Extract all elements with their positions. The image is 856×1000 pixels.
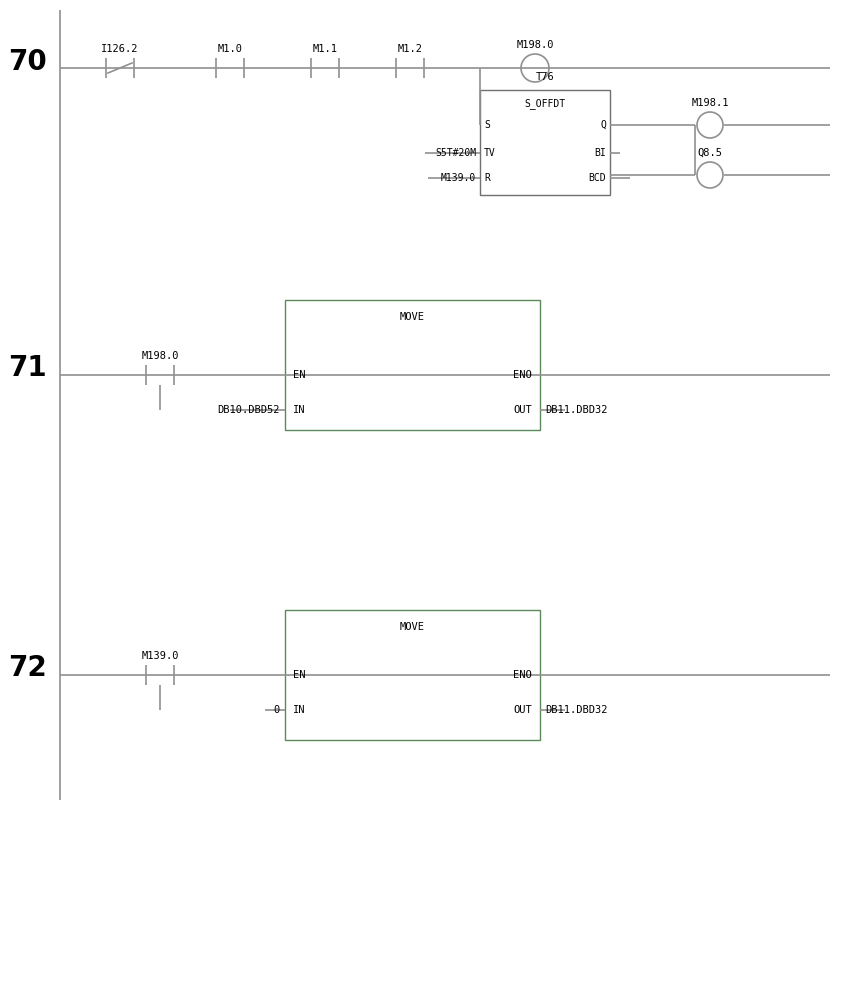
- Text: OUT: OUT: [514, 405, 532, 415]
- Text: TV: TV: [484, 148, 496, 158]
- Text: OUT: OUT: [514, 705, 532, 715]
- Text: Q: Q: [600, 120, 606, 130]
- Text: M1.0: M1.0: [217, 44, 242, 54]
- Text: BCD: BCD: [588, 173, 606, 183]
- Text: M198.0: M198.0: [141, 351, 179, 361]
- Text: M1.1: M1.1: [312, 44, 337, 54]
- Text: S5T#20M: S5T#20M: [435, 148, 476, 158]
- Text: MOVE: MOVE: [400, 622, 425, 632]
- Text: M198.1: M198.1: [692, 98, 728, 108]
- Text: M1.2: M1.2: [397, 44, 423, 54]
- Text: S: S: [484, 120, 490, 130]
- Text: M198.0: M198.0: [516, 40, 554, 50]
- Text: IN: IN: [293, 405, 306, 415]
- Text: 71: 71: [8, 354, 46, 382]
- Text: I126.2: I126.2: [101, 44, 139, 54]
- Bar: [480, 90, 610, 195]
- Text: EN: EN: [293, 670, 306, 680]
- Text: R: R: [484, 173, 490, 183]
- Text: 72: 72: [8, 654, 47, 682]
- Text: T76: T76: [536, 72, 555, 82]
- Text: 70: 70: [8, 48, 47, 76]
- Text: DB10.DBD52: DB10.DBD52: [217, 405, 280, 415]
- Text: EN: EN: [293, 370, 306, 380]
- Text: M139.0: M139.0: [141, 651, 179, 661]
- Text: S_OFFDT: S_OFFDT: [525, 98, 566, 109]
- Text: ENO: ENO: [514, 370, 532, 380]
- Text: BI: BI: [594, 148, 606, 158]
- Text: M139.0: M139.0: [441, 173, 476, 183]
- Text: ENO: ENO: [514, 670, 532, 680]
- Text: IN: IN: [293, 705, 306, 715]
- Text: 0: 0: [274, 705, 280, 715]
- Text: MOVE: MOVE: [400, 312, 425, 322]
- Bar: [285, 610, 540, 740]
- Text: DB11.DBD32: DB11.DBD32: [545, 705, 608, 715]
- Bar: [285, 300, 540, 430]
- Text: Q8.5: Q8.5: [698, 148, 722, 158]
- Text: DB11.DBD32: DB11.DBD32: [545, 405, 608, 415]
